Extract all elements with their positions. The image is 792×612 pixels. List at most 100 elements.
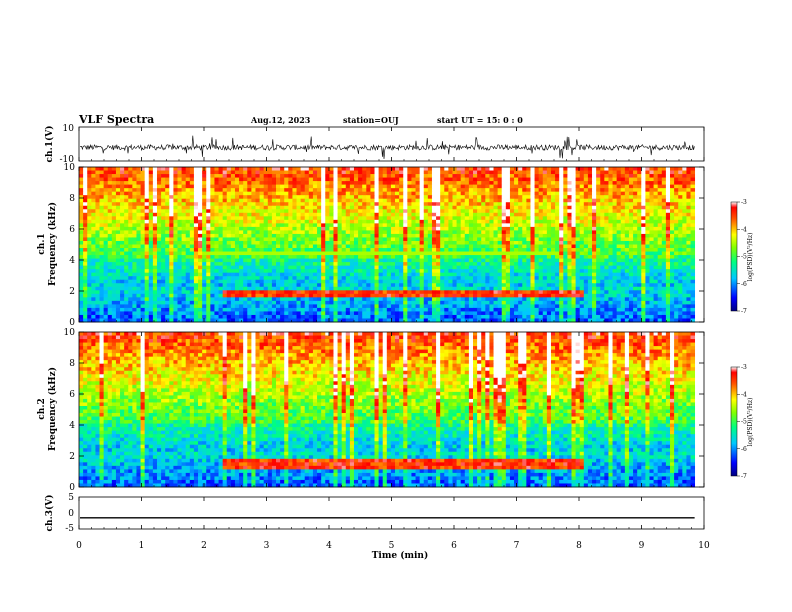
spectrogram-cell (83, 272, 88, 277)
spectrogram-cell (321, 191, 326, 196)
spectrogram-cell (161, 248, 166, 252)
spectrogram-cell (489, 279, 494, 284)
spectrogram-cell (468, 205, 474, 210)
spectrogram-cell (185, 269, 191, 274)
spectrogram-cell (468, 170, 474, 175)
spectrogram-cell (661, 230, 667, 235)
spectrogram-cell (284, 219, 289, 224)
spectrogram-cell (620, 240, 626, 245)
spectrogram-cell (485, 240, 490, 245)
spectrogram-cell (255, 198, 260, 203)
spectrogram-cell (489, 223, 494, 228)
spectrogram-cell (132, 265, 137, 270)
spectrogram-cell (559, 184, 564, 189)
spectrogram-cell (374, 195, 379, 200)
spectrogram-cell (633, 279, 638, 284)
spectrogram-cell (362, 248, 367, 252)
spectrogram-cell (91, 174, 96, 178)
spectrogram-cell (177, 233, 182, 238)
spectrogram-cell (124, 251, 129, 256)
spectrogram-cell (670, 237, 675, 242)
spectrogram-cell (509, 223, 515, 228)
spectrogram-cell (501, 212, 507, 217)
spectrogram-cell (608, 233, 613, 238)
spectrogram-cell (645, 202, 650, 207)
spectrogram-cell (280, 251, 285, 256)
spectrogram-cell (481, 177, 486, 182)
spectrogram-cell (300, 167, 306, 171)
spectrogram-cell (259, 219, 265, 224)
spectrogram-cell (456, 258, 462, 263)
spectrogram-cell (128, 198, 133, 203)
spectrogram-cell (399, 244, 404, 249)
spectrogram-cell (325, 191, 330, 196)
spectrogram-cell (436, 269, 441, 274)
spectrogram-cell (206, 251, 211, 256)
spectrogram-cell (234, 255, 240, 259)
spectrogram-cell (633, 237, 638, 242)
spectrogram-cell (509, 209, 515, 214)
spectrogram-cell (468, 258, 474, 263)
spectrogram-cell (546, 251, 552, 256)
spectrogram-cell (148, 258, 154, 263)
spectrogram-cell (501, 195, 507, 200)
spectrogram-cell (103, 272, 109, 277)
spectrogram-cell (255, 233, 260, 238)
spectrogram-cell (99, 258, 105, 263)
spectrogram-cell (473, 240, 478, 245)
spectrogram-cell (505, 279, 511, 284)
spectrogram-cell (132, 167, 137, 171)
spectrogram-cell (538, 223, 544, 228)
spectrogram-cell (169, 255, 174, 259)
spectrogram-cell (690, 269, 696, 274)
spectrogram-cell (177, 237, 182, 242)
spectrogram-cell (477, 216, 482, 221)
spectrogram-cell (431, 272, 437, 277)
spectrogram-cell (444, 198, 449, 203)
spectrogram-cell (87, 248, 92, 252)
spectrogram-cell (542, 170, 548, 175)
spectrogram-cell (415, 177, 421, 182)
spectrogram-cell (386, 233, 392, 238)
spectrogram-cell (165, 226, 170, 231)
spectrogram-cell (665, 233, 671, 238)
spectrogram-cell (399, 181, 404, 186)
spectrogram-cell (329, 167, 334, 171)
spectrogram-cell (345, 265, 351, 270)
spectrogram-cell (682, 223, 687, 228)
spectrogram-cell (136, 230, 141, 235)
spectrogram-cell (255, 188, 260, 193)
spectrogram-cell (473, 181, 478, 186)
spectrogram-cell (206, 258, 211, 263)
spectrogram-cell (633, 276, 638, 281)
spectrogram-cell (292, 198, 297, 203)
spectrogram-cell (587, 205, 593, 210)
spectrogram-cell (427, 202, 433, 207)
spectrogram-cell (514, 240, 519, 245)
spectrogram-cell (596, 265, 601, 270)
spectrogram-cell (534, 272, 540, 277)
spectrogram-cell (202, 233, 207, 238)
spectrogram-cell (526, 240, 531, 245)
spectrogram-cell (501, 255, 507, 259)
spectrogram-cell (103, 237, 109, 242)
spectrogram-cell (608, 230, 613, 235)
spectrogram-cell (156, 237, 162, 242)
spectrogram-cell (161, 226, 166, 231)
spectrogram-cell (91, 269, 96, 274)
spectrogram-cell (608, 188, 613, 193)
spectrogram-cell (148, 184, 154, 189)
spectrogram-cell (608, 240, 613, 245)
spectrogram-cell (538, 195, 544, 200)
spectrogram-cell (550, 191, 556, 196)
spectrogram-cell (366, 223, 371, 228)
spectrogram-cell (431, 255, 437, 259)
spectrogram-cell (345, 198, 351, 203)
spectrogram-cell (645, 177, 650, 182)
spectrogram-cell (349, 276, 355, 281)
spectrogram-cell (341, 269, 347, 274)
spectrogram-cell (403, 233, 408, 238)
spectrogram-cell (358, 216, 363, 221)
spectrogram-cell (353, 167, 359, 171)
spectrogram-cell (493, 170, 499, 175)
